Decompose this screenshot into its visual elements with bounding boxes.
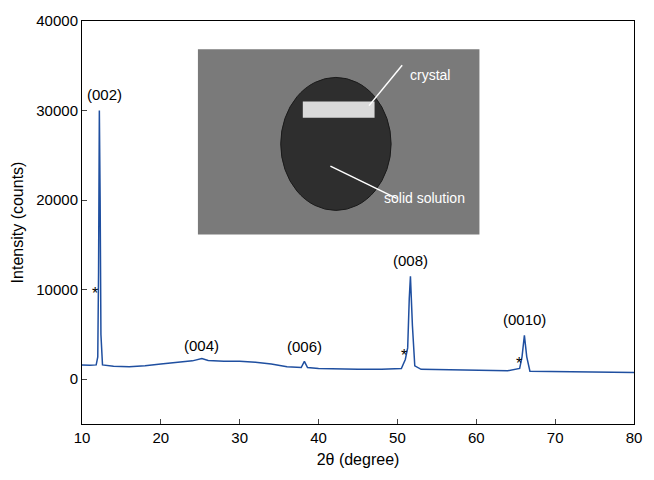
svg-text:20000: 20000 bbox=[36, 191, 78, 208]
svg-text:30000: 30000 bbox=[36, 102, 78, 119]
svg-text:(008): (008) bbox=[393, 252, 428, 269]
svg-text:solid solution: solid solution bbox=[384, 190, 465, 206]
svg-text:*: * bbox=[92, 285, 98, 302]
svg-text:10000: 10000 bbox=[36, 281, 78, 298]
svg-text:Intensity (counts): Intensity (counts) bbox=[9, 162, 26, 284]
svg-text:20: 20 bbox=[153, 429, 170, 446]
svg-text:70: 70 bbox=[547, 429, 564, 446]
svg-text:60: 60 bbox=[468, 429, 485, 446]
svg-text:30: 30 bbox=[231, 429, 248, 446]
svg-text:50: 50 bbox=[389, 429, 406, 446]
svg-text:(0010): (0010) bbox=[503, 311, 546, 328]
svg-text:(002): (002) bbox=[87, 86, 122, 103]
svg-text:*: * bbox=[516, 355, 522, 372]
svg-text:(004): (004) bbox=[184, 337, 219, 354]
svg-text:40000: 40000 bbox=[36, 12, 78, 29]
svg-text:10: 10 bbox=[74, 429, 91, 446]
svg-text:2θ (degree): 2θ (degree) bbox=[317, 451, 400, 468]
svg-text:crystal: crystal bbox=[410, 67, 450, 83]
svg-text:80: 80 bbox=[626, 429, 643, 446]
svg-text:*: * bbox=[401, 347, 407, 364]
svg-text:(006): (006) bbox=[287, 338, 322, 355]
svg-text:40: 40 bbox=[310, 429, 327, 446]
svg-text:0: 0 bbox=[70, 370, 78, 387]
